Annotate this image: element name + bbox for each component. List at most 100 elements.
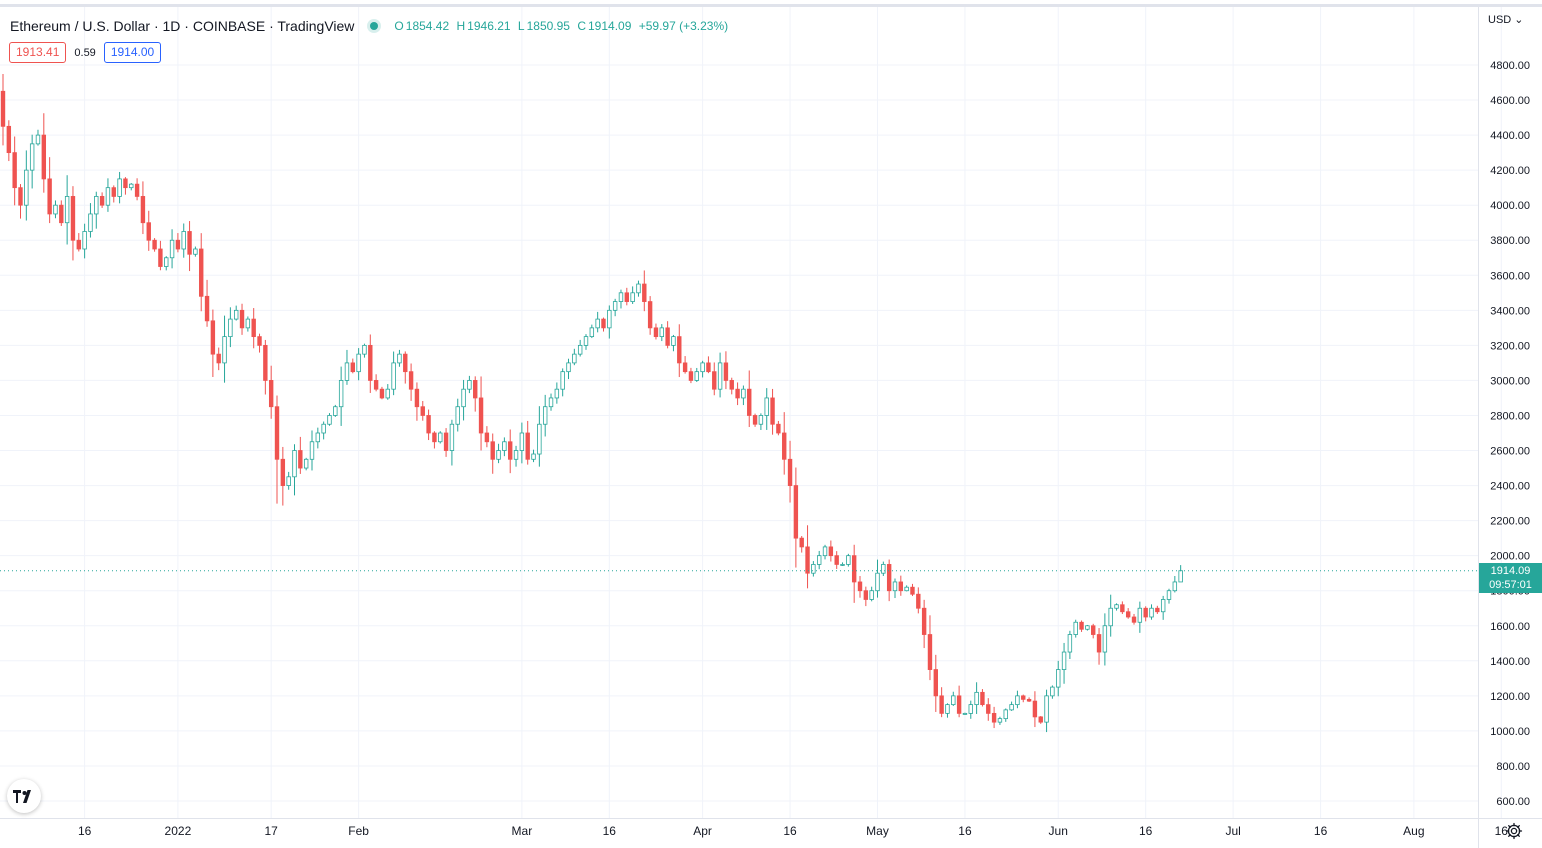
candle-body — [857, 581, 863, 592]
candle-body — [811, 564, 816, 574]
candle-body — [980, 691, 985, 706]
candle-body — [391, 362, 396, 390]
candle-body — [577, 344, 583, 355]
candle-body — [525, 432, 530, 460]
candle-body — [787, 458, 793, 486]
candle-body — [642, 283, 647, 302]
candle-body — [449, 423, 455, 451]
candle-body — [181, 231, 186, 250]
candle-body — [59, 204, 64, 224]
candle-body — [956, 695, 962, 714]
candle-body — [146, 222, 151, 241]
candle-body — [1137, 607, 1143, 623]
candle-body — [70, 196, 76, 241]
candle-body — [851, 555, 857, 583]
price-tick-label: 3000.00 — [1490, 375, 1530, 387]
candle-body — [496, 450, 501, 460]
symbol-title[interactable]: Ethereum / U.S. Dollar · 1D · COINBASE ·… — [10, 18, 355, 34]
candle-body — [35, 134, 41, 145]
candle-body — [82, 231, 87, 250]
price-tick-label: 3600.00 — [1490, 270, 1530, 282]
candle-body — [951, 695, 956, 706]
candle-body — [659, 327, 664, 338]
candle-body — [432, 432, 437, 443]
time-tick-label: 16 — [783, 824, 797, 838]
candle-body — [583, 336, 589, 346]
candle-body — [414, 388, 420, 408]
candle-body — [636, 283, 641, 294]
candle-body — [385, 388, 390, 399]
low-label: L — [517, 19, 525, 33]
candle-body — [1015, 695, 1020, 706]
candle-body — [776, 423, 781, 434]
spread-value: 0.59 — [74, 46, 96, 59]
candle-body — [1032, 700, 1038, 718]
candle-body — [1114, 604, 1119, 609]
candle-body — [76, 239, 81, 250]
candle-body — [945, 704, 950, 714]
candle-body — [1143, 607, 1148, 618]
candle-body — [846, 555, 851, 565]
market-status-icon[interactable] — [370, 22, 379, 30]
candle-body — [1108, 607, 1113, 627]
time-tick-label: 17 — [265, 824, 279, 838]
candle-body — [152, 239, 157, 250]
candle-body — [88, 213, 93, 232]
candle-body — [408, 371, 414, 390]
buy-price-button[interactable]: 1914.00 — [103, 42, 162, 63]
low-value: 1850.95 — [526, 19, 570, 33]
candle-body — [537, 423, 542, 455]
candle-body — [309, 441, 315, 460]
candle-body — [881, 564, 886, 574]
candle-body — [175, 239, 181, 250]
time-tick-label: May — [866, 824, 889, 838]
tradingview-logo-icon[interactable] — [7, 779, 41, 813]
price-tick-label: 2200.00 — [1490, 516, 1530, 528]
price-tick-label: 4800.00 — [1490, 60, 1530, 72]
candle-body — [64, 196, 70, 224]
price-tick-label: 2400.00 — [1490, 481, 1530, 493]
candle-body — [933, 669, 938, 697]
candle-body — [519, 432, 525, 451]
candle-body — [105, 187, 111, 206]
candle-body — [828, 546, 834, 557]
time-tick-label: 16 — [1495, 824, 1509, 838]
candle-body — [333, 406, 338, 416]
candle-body — [368, 344, 373, 381]
candle-body — [782, 432, 787, 460]
price-tick-label: 3200.00 — [1490, 340, 1530, 352]
currency-selector[interactable]: USD ⌄ — [1488, 14, 1524, 26]
candle-body — [921, 607, 927, 635]
price-tick-label: 4000.00 — [1490, 200, 1530, 212]
candle-body — [461, 388, 466, 408]
candle-body — [158, 248, 163, 267]
candle-body — [1131, 616, 1137, 623]
time-tick-label: Apr — [693, 824, 712, 838]
candle-body — [426, 415, 431, 434]
candle-body — [1061, 651, 1067, 670]
candle-body — [822, 546, 828, 557]
candle-body — [799, 537, 804, 548]
candle-body — [665, 327, 670, 346]
candle-body — [24, 169, 29, 206]
candle-body — [478, 397, 484, 434]
candle-body — [216, 353, 221, 364]
candle-body — [712, 371, 717, 390]
candle-body — [817, 555, 822, 565]
last-price-tag: 1914.09 09:57:01 — [1479, 563, 1542, 593]
sell-price-button[interactable]: 1913.41 — [9, 42, 67, 63]
price-tick-label: 2000.00 — [1490, 551, 1530, 563]
time-tick-label: 16 — [78, 824, 92, 838]
candle-body — [974, 691, 979, 706]
candle-body — [595, 318, 600, 329]
candle-body — [268, 380, 274, 408]
candle-body — [682, 362, 688, 373]
settings-gear-icon[interactable] — [1505, 822, 1523, 840]
candle-body — [1160, 599, 1166, 613]
candle-body — [968, 704, 973, 714]
candle-body — [1096, 634, 1102, 653]
candle-body — [1009, 704, 1014, 711]
candle-body — [1038, 716, 1043, 723]
